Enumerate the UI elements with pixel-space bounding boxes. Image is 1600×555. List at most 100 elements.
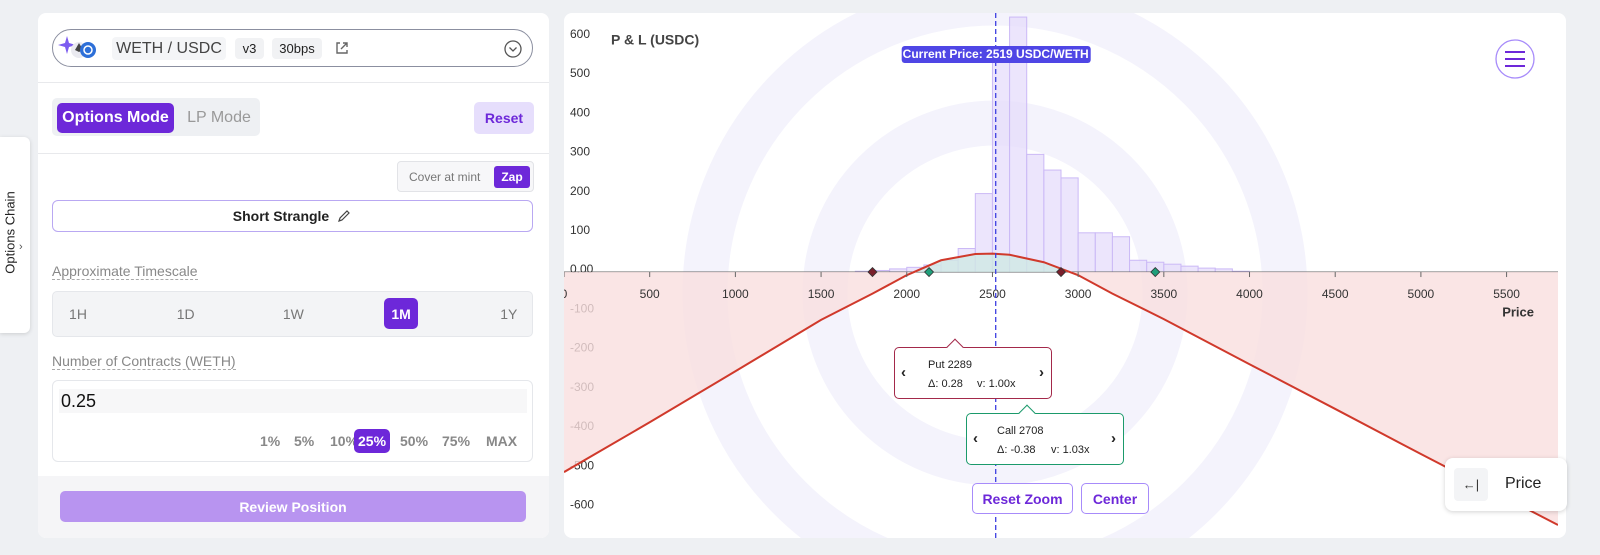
- histogram-bar: [991, 59, 1011, 273]
- x-axis-title: Price: [1502, 304, 1534, 319]
- review-position-button[interactable]: Review Position: [60, 491, 526, 522]
- y-tick-label: -600: [570, 498, 594, 512]
- x-tick-label: 5000: [1408, 287, 1435, 301]
- x-tick-label: 2500: [979, 287, 1006, 301]
- pnl-chart: P & L (USDC) -600-500-400-300-200-1000.0…: [564, 13, 1566, 538]
- x-tick-label: 1500: [808, 287, 835, 301]
- histogram-bar: [1197, 267, 1216, 273]
- next-arrow[interactable]: ›: [1111, 430, 1116, 447]
- x-tick-label: 4000: [1236, 287, 1263, 301]
- preset-option[interactable]: MAX: [486, 433, 518, 449]
- x-tick-label: 2000: [893, 287, 920, 301]
- x-tick-label: 1000: [722, 287, 749, 301]
- tooltip-delta: Δ: -0.38: [997, 444, 1036, 456]
- mode-option[interactable]: LP Mode: [187, 109, 251, 126]
- preset-option[interactable]: 25%: [354, 429, 391, 453]
- preset-option[interactable]: 5%: [294, 433, 315, 449]
- options-chain-tab[interactable]: Options Chain ›: [0, 137, 30, 333]
- version: v3: [235, 38, 264, 59]
- y-tick-label: 600: [570, 27, 590, 41]
- strike-marker: [867, 266, 878, 278]
- loss-area: [564, 272, 1558, 526]
- cover-toggle: Cover at mint Zap: [397, 161, 534, 192]
- options-chain-label: Options Chain: [2, 191, 18, 274]
- collapse-icon: ←|: [1454, 468, 1488, 501]
- x-tick-label: 3000: [1065, 287, 1092, 301]
- strategy-button[interactable]: Short Strangle: [52, 200, 533, 232]
- timescale-option[interactable]: 1M: [384, 298, 419, 329]
- tooltip-title: Put 2289: [928, 359, 973, 371]
- next-arrow[interactable]: ›: [1039, 364, 1044, 381]
- histogram-bar: [1060, 177, 1079, 273]
- y-tick-label: 300: [570, 145, 590, 159]
- option-tooltip: ‹ › Put 2289 Δ: 0.28 v: 1.00x: [894, 338, 1052, 399]
- contracts-input[interactable]: 0.25: [59, 389, 527, 413]
- chevron: ›: [19, 241, 23, 253]
- tooltip-vol: v: 1.00x: [977, 378, 1016, 390]
- contracts-label: Number of Contracts (WETH): [52, 353, 236, 370]
- y-tick-label: 200: [570, 184, 590, 198]
- histogram-bar: [1026, 153, 1045, 273]
- tooltip-title: Call 2708: [997, 425, 1044, 437]
- x-tick-label: 5500: [1493, 287, 1520, 301]
- timescale-option[interactable]: 1D: [176, 305, 195, 322]
- y-axis-title: P & L (USDC): [611, 32, 699, 48]
- strike-marker: [1055, 266, 1067, 278]
- tooltip-vol: v: 1.03x: [1051, 444, 1090, 456]
- pair-name: WETH / USDC: [112, 37, 226, 60]
- x-tick-label: 4500: [1322, 287, 1349, 301]
- pair-icons: [58, 36, 96, 58]
- divider: [38, 153, 549, 154]
- price-toggle[interactable]: ←| Price: [1445, 458, 1567, 511]
- histogram-bar: [1163, 263, 1182, 273]
- option-tooltip: ‹ › Call 2708 Δ: -0.38 v: 1.03x: [966, 404, 1124, 465]
- pair-selector[interactable]: WETH / USDC v3 30bps: [52, 29, 533, 67]
- cover-at-mint[interactable]: Cover at mint: [409, 170, 481, 184]
- preset-option[interactable]: 1%: [260, 433, 281, 449]
- zap[interactable]: Zap: [494, 166, 530, 188]
- histogram-bar: [1094, 232, 1113, 273]
- x-tick-label: 3500: [1150, 287, 1177, 301]
- timescale-selector: 1H 1D 1W 1M 1Y: [52, 291, 533, 337]
- histogram-bar: [1077, 232, 1096, 273]
- x-tick-label: 0: [564, 287, 568, 301]
- footer: Review Position: [38, 476, 549, 538]
- fee: 30bps: [272, 38, 322, 59]
- mode-option[interactable]: Options Mode: [57, 103, 174, 133]
- y-tick-label: 100: [570, 223, 590, 237]
- external-link-icon[interactable]: [334, 40, 350, 56]
- reset-zoom-button[interactable]: Reset Zoom: [972, 483, 1073, 514]
- prev-arrow[interactable]: ‹: [973, 430, 978, 447]
- y-tick-label: 500: [570, 66, 590, 80]
- menu-button[interactable]: [1495, 39, 1535, 79]
- preset-option[interactable]: 50%: [400, 433, 429, 449]
- timescale-option[interactable]: 1W: [282, 305, 304, 322]
- prev-arrow[interactable]: ‹: [901, 364, 906, 381]
- pnl-line: [564, 252, 1558, 526]
- left-panel: WETH / USDC v3 30bps Options Mode LP Mode…: [38, 13, 549, 538]
- reset-button[interactable]: Reset: [474, 102, 534, 134]
- price-label: Price: [1505, 475, 1542, 492]
- chart-background: [564, 13, 1566, 538]
- edit-icon: [338, 210, 351, 222]
- y-tick-label: 400: [570, 105, 590, 119]
- histogram-bar: [1043, 169, 1062, 273]
- preset-option[interactable]: 10%: [330, 433, 359, 449]
- strategy-name: Short Strangle: [232, 208, 330, 224]
- dropdown-icon[interactable]: [503, 39, 523, 59]
- mode-toggle: Options Mode LP Mode: [52, 98, 260, 136]
- x-tick-label: 500: [640, 287, 660, 301]
- histogram-bar: [1111, 236, 1131, 273]
- divider: [38, 82, 549, 83]
- strike-marker: [923, 266, 935, 278]
- center-button[interactable]: Center: [1081, 483, 1149, 514]
- histogram-bar: [1129, 259, 1148, 273]
- strike-marker: [1150, 266, 1161, 278]
- preset-option[interactable]: 75%: [442, 433, 471, 449]
- timescale-option[interactable]: 1H: [69, 305, 87, 322]
- contracts-box: 0.25 1% 5% 10% 25% 50% 75% MAX: [52, 380, 533, 462]
- timescale-option[interactable]: 1Y: [500, 305, 518, 322]
- histogram-bar: [1180, 265, 1199, 273]
- timescale-label: Approximate Timescale: [52, 263, 198, 280]
